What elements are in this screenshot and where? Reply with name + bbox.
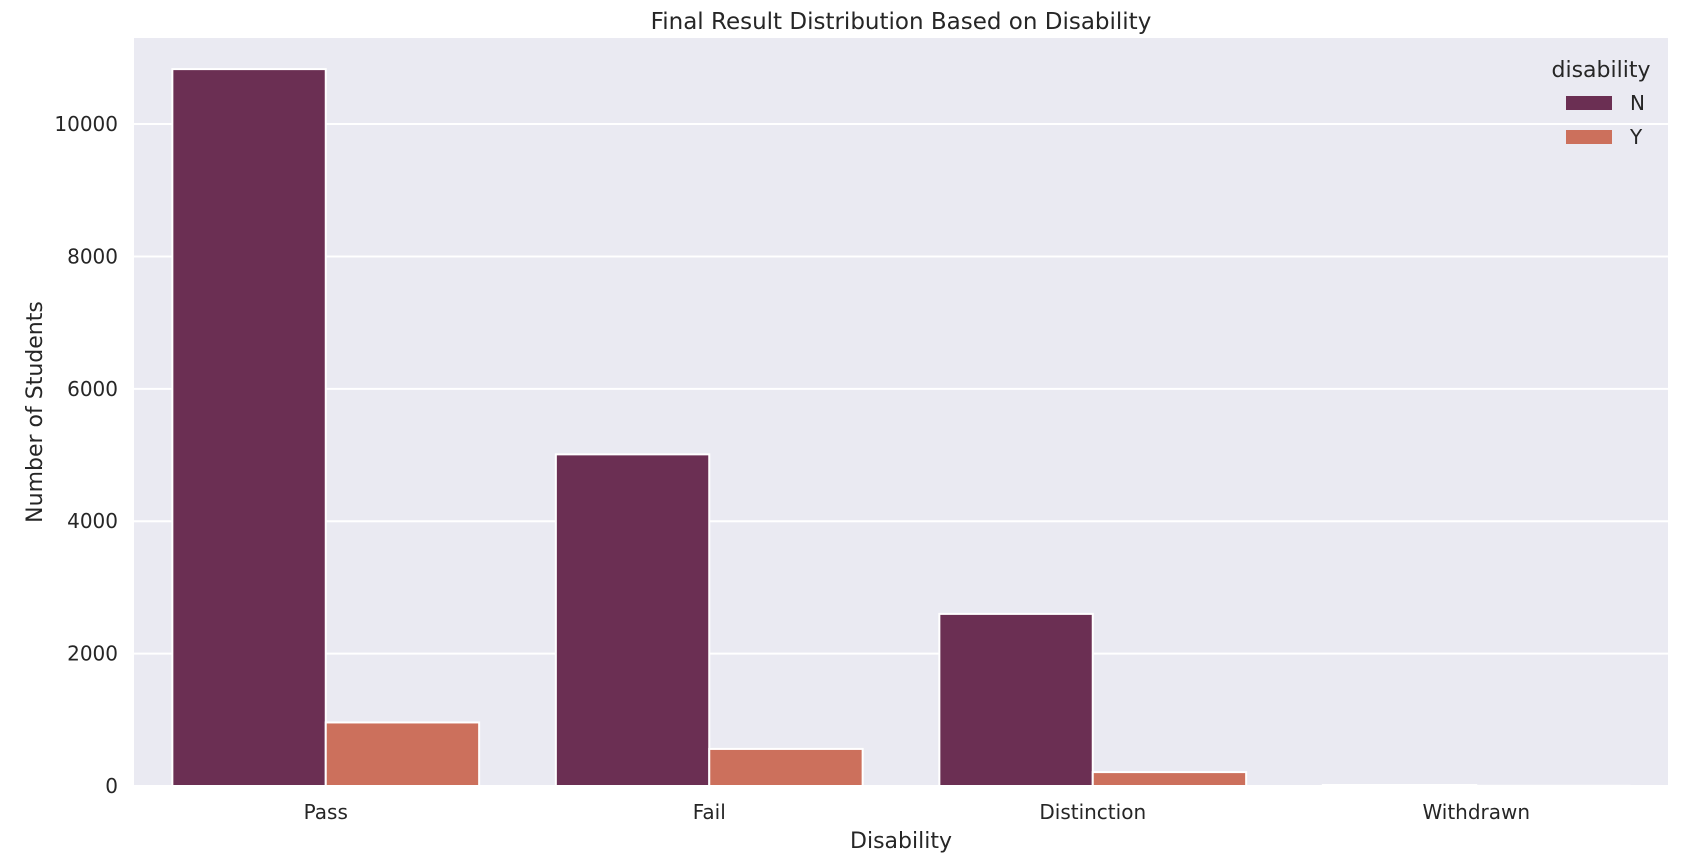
x-tick-label: Withdrawn <box>1422 800 1530 824</box>
y-tick-label: 6000 <box>67 377 118 401</box>
bar-distinction-n <box>938 612 1094 787</box>
y-tick-label: 0 <box>105 774 118 798</box>
legend-title: disability <box>1552 58 1651 83</box>
chart-title: Final Result Distribution Based on Disab… <box>651 9 1152 35</box>
y-tick-label: 8000 <box>67 244 118 268</box>
bar-withdrawn-n <box>1321 784 1478 788</box>
legend-swatch-y <box>1566 130 1612 144</box>
x-tick-label: Fail <box>693 800 726 824</box>
legend-label-n: N <box>1630 91 1645 115</box>
plot-background <box>134 38 1668 786</box>
bar-pass-n <box>171 68 327 787</box>
x-axis-label: Disability <box>850 829 952 854</box>
y-tick-label: 10000 <box>54 112 118 136</box>
x-tick-label: Pass <box>304 800 348 824</box>
legend: disability NY <box>1552 58 1651 149</box>
y-tick-label: 2000 <box>67 642 118 666</box>
legend-swatch-n <box>1566 96 1612 110</box>
x-axis-ticks: Pass Fail Distinction Withdrawn <box>304 800 1530 824</box>
y-tick-label: 4000 <box>67 509 118 533</box>
bars <box>171 68 1631 788</box>
y-axis-label: Number of Students <box>23 301 48 523</box>
legend-label-y: Y <box>1629 125 1643 149</box>
y-axis-ticks: 0 2000 4000 6000 8000 10000 <box>54 112 118 798</box>
bar-pass-y <box>324 721 481 788</box>
bar-distinction-y <box>1091 771 1248 788</box>
bar-fail-y <box>708 747 864 787</box>
x-tick-label: Distinction <box>1039 800 1146 824</box>
bar-fail-n <box>554 453 711 787</box>
